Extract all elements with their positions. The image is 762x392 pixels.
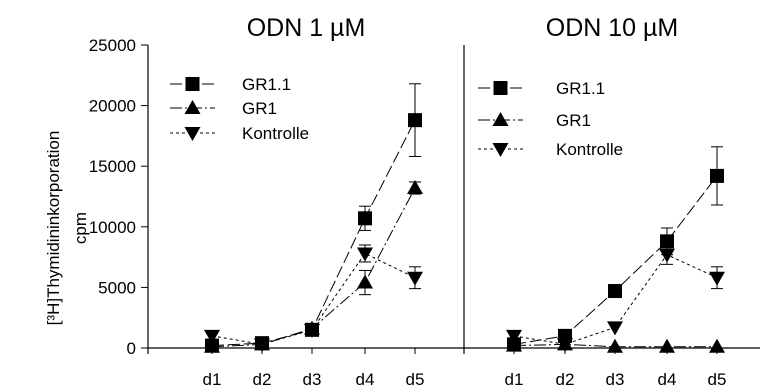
- series-line: [211, 119, 416, 347]
- legend-label: Kontrolle: [242, 124, 309, 143]
- legend: GR1.1 GR1 Kontrolle: [478, 79, 623, 159]
- x-tick-label: d3: [303, 370, 322, 389]
- x-tick-label: d1: [505, 370, 524, 389]
- panel-title: ODN 1 µM: [247, 14, 366, 42]
- data-point: [204, 338, 220, 353]
- x-tick-label: d5: [708, 370, 727, 389]
- panel-title: ODN 10 µM: [546, 14, 678, 42]
- y-axis-label-line1: [³H]Thymidininkorporation: [44, 131, 63, 326]
- series-line: [513, 175, 718, 345]
- data-point: [607, 321, 623, 336]
- data-point: [358, 211, 372, 226]
- data-point: [407, 180, 423, 195]
- series-GR1.1: [205, 83, 422, 353]
- y-tick-label: 5000: [98, 278, 136, 297]
- data-point: [659, 248, 675, 263]
- data-point: [506, 337, 522, 352]
- data-point: [408, 113, 422, 128]
- y-tick-label: 15000: [89, 157, 136, 176]
- legend-marker: [184, 100, 201, 114]
- x-tick-label: d4: [356, 370, 375, 389]
- data-point: [506, 329, 522, 344]
- data-point: [709, 338, 725, 353]
- legend-marker: [492, 112, 509, 126]
- data-point: [304, 323, 320, 338]
- y-axis-label-line2: cpm: [71, 212, 90, 244]
- data-point: [608, 284, 622, 299]
- x-tick-label: d2: [556, 370, 575, 389]
- y-axis-label: [³H]Thymidininkorporation cpm: [44, 131, 90, 326]
- x-tick-label: d4: [658, 370, 677, 389]
- legend-label: Kontrolle: [556, 140, 623, 159]
- data-point: [254, 338, 270, 353]
- x-tick-label: d1: [203, 370, 222, 389]
- legend-label: GR1.1: [242, 75, 291, 94]
- x-tick-label: d5: [406, 370, 425, 389]
- y-tick-label: 20000: [89, 97, 136, 116]
- legend-marker: [184, 127, 201, 141]
- data-point: [357, 274, 373, 289]
- data-point: [557, 338, 573, 353]
- legend-label: GR1.1: [556, 79, 605, 98]
- series-GR1: [506, 336, 725, 353]
- data-point: [710, 168, 724, 183]
- x-tick-label: d3: [606, 370, 625, 389]
- panel-1: ODN 1 µM 0 5000 10000 15000 20000 25000 d1 d2 d3 d…: [89, 14, 464, 389]
- legend-marker: [493, 81, 508, 95]
- panel-2: ODN 10 µM d1 d2 d3 d4 d5 GR1.1 GR1 Kontrolle: [463, 14, 760, 389]
- data-point: [357, 247, 373, 262]
- series-Kontrolle: [506, 244, 725, 353]
- data-point: [204, 329, 220, 344]
- data-point: [659, 338, 675, 353]
- series-Kontrolle: [204, 244, 423, 353]
- series-GR1.1: [507, 146, 724, 352]
- legend-label: GR1: [556, 111, 591, 130]
- data-point: [407, 271, 423, 286]
- data-point: [607, 338, 623, 353]
- chart-panels: ODN 1 µM 0 5000 10000 15000 20000 25000 d1 d2 d3 d…: [89, 14, 760, 389]
- legend-label: GR1: [242, 99, 277, 118]
- y-tick-label: 25000: [89, 36, 136, 55]
- x-tick-label: d2: [253, 370, 272, 389]
- legend: GR1.1 GR1 Kontrolle: [170, 75, 309, 143]
- legend-marker: [185, 77, 200, 91]
- legend-marker: [492, 143, 509, 157]
- data-point: [709, 271, 725, 286]
- y-tick-label: 0: [127, 339, 136, 358]
- y-tick-label: 10000: [89, 218, 136, 237]
